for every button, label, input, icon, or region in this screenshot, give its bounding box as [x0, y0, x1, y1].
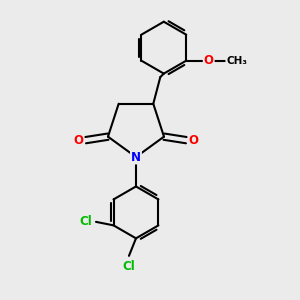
- Text: Cl: Cl: [123, 260, 135, 273]
- Text: CH₃: CH₃: [226, 56, 247, 66]
- Text: O: O: [188, 134, 198, 147]
- Text: Cl: Cl: [79, 215, 92, 228]
- Text: N: N: [131, 151, 141, 164]
- Text: O: O: [74, 134, 83, 147]
- Text: O: O: [204, 54, 214, 67]
